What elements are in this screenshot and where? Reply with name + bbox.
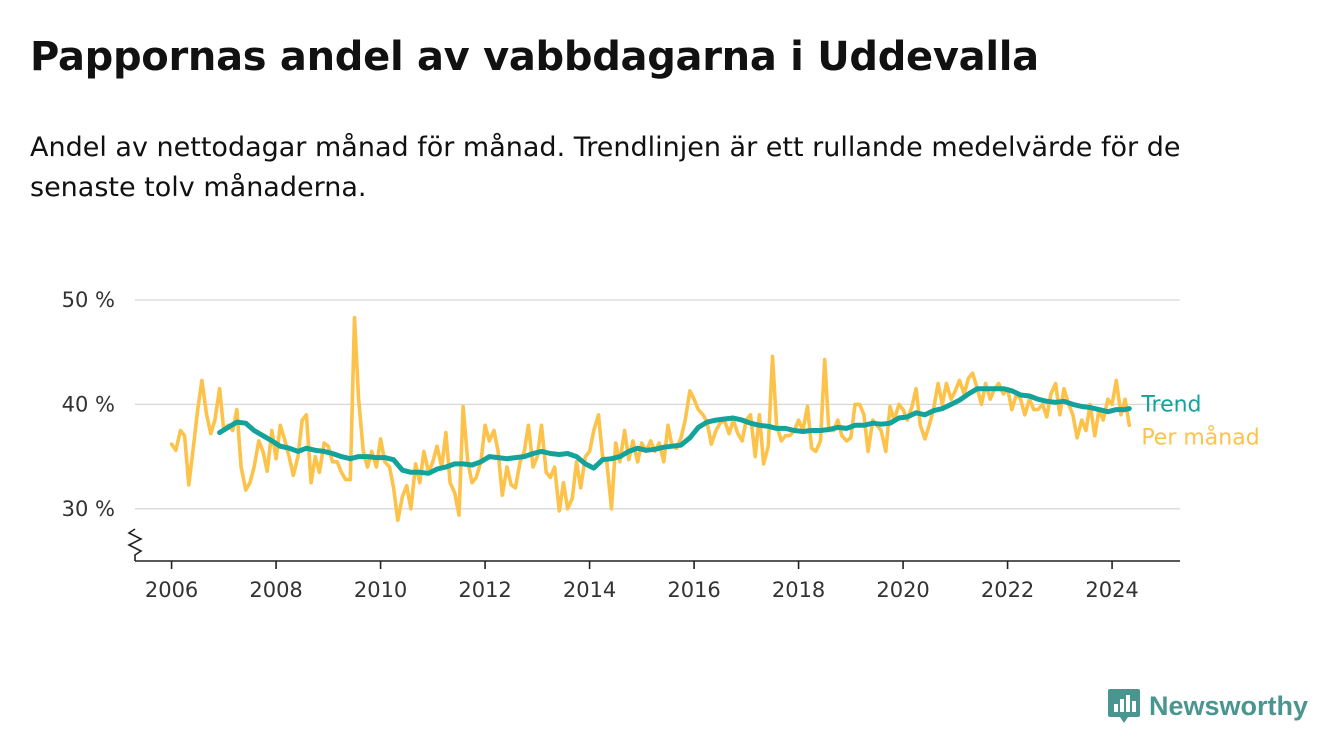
x-tick-label: 2014 bbox=[563, 578, 616, 602]
trend-series-label: Trend bbox=[1140, 393, 1201, 418]
series-labels: Per månad Trend bbox=[1140, 393, 1259, 451]
x-tick-label: 2008 bbox=[249, 578, 302, 602]
x-tick-label: 2010 bbox=[354, 578, 407, 602]
series-lines bbox=[169, 315, 1132, 523]
x-tick-label: 2016 bbox=[667, 578, 720, 602]
chart-subtitle: Andel av nettodagar månad för månad. Tre… bbox=[30, 132, 1181, 203]
x-tick-label: 2022 bbox=[981, 578, 1034, 602]
y-tick-label: 50 % bbox=[62, 288, 115, 312]
x-tick-label: 2012 bbox=[458, 578, 511, 602]
gridlines: 30 % 40 % 50 % bbox=[62, 288, 1180, 521]
brand-name: Newsworthy bbox=[1148, 690, 1308, 721]
y-axis-break-icon bbox=[127, 528, 143, 561]
x-tick-label: 2024 bbox=[1085, 578, 1138, 602]
x-tick-label: 2018 bbox=[772, 578, 825, 602]
trend-series-line bbox=[217, 386, 1132, 476]
y-tick-label: 40 % bbox=[62, 392, 115, 416]
x-axis: 2006 2008 2010 2012 2014 2016 2018 2020 2022 2024 bbox=[127, 528, 1180, 602]
newsworthy-bar-chart-icon bbox=[1107, 689, 1140, 723]
x-tick-label: 2020 bbox=[876, 578, 929, 602]
y-tick-label: 30 % bbox=[62, 497, 115, 521]
newsworthy-brand: Newsworthy bbox=[1107, 687, 1308, 725]
x-tick-label: 2006 bbox=[145, 578, 198, 602]
monthly-series-line bbox=[169, 315, 1132, 523]
chart-title: Pappornas andel av vabbdagarna i Uddeval… bbox=[30, 34, 1039, 80]
monthly-series-label: Per månad bbox=[1141, 424, 1259, 450]
